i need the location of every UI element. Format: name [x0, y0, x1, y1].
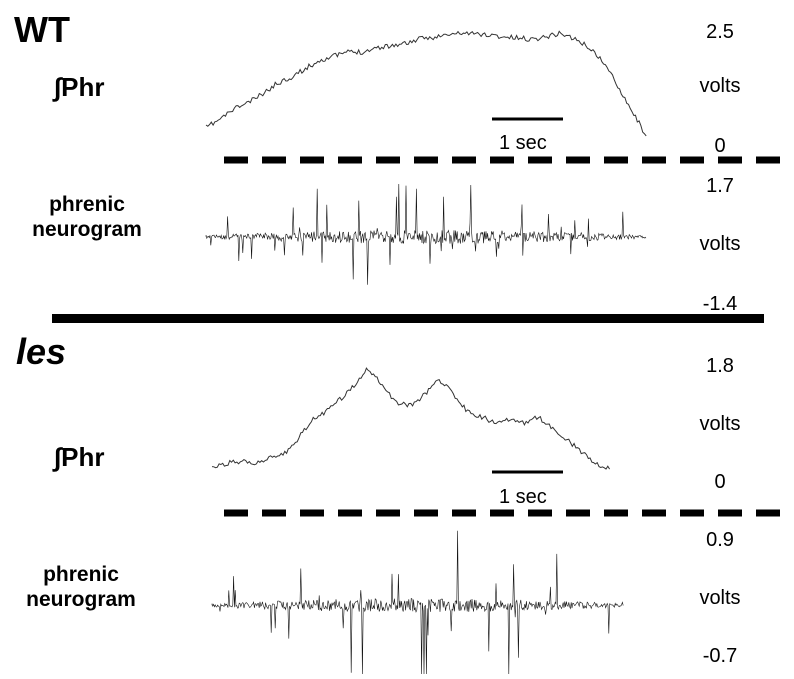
wt-integrated-label: ∫Phr: [54, 72, 105, 102]
wt-genotype-label: WT: [14, 9, 70, 50]
wt-integrated-axis-bottom: 0: [714, 135, 726, 157]
wt-neurogram-trace: [205, 183, 647, 285]
wt-neurogram-axis-top: 1.7: [706, 175, 734, 197]
les-genotype-label: les: [16, 331, 67, 372]
les-scale-bar-label: 1 sec: [499, 486, 547, 508]
wt-neurogram-axis-unit: volts: [699, 233, 741, 255]
les-integrated-axis-unit: volts: [699, 413, 741, 435]
wt-panel: [205, 30, 786, 285]
wt-neurogram-label-line2: neurogram: [32, 218, 142, 242]
les-neurogram-trace: [211, 530, 624, 675]
wt-integrated-axis-top: 2.5: [706, 21, 734, 43]
wt-neurogram-axis-bottom: -1.4: [702, 293, 738, 315]
wt-neurogram-label-line1: phrenic: [49, 193, 125, 216]
les-panel: [211, 367, 786, 675]
wt-integrated-axis-unit: volts: [699, 75, 741, 97]
wt-neurogram-label: phrenic neurogram: [12, 192, 162, 242]
wt-integrated-trace: [205, 30, 647, 137]
les-neurogram-label: phrenic neurogram: [6, 562, 156, 612]
wt-scale-bar-label: 1 sec: [499, 132, 547, 154]
les-neurogram-label-line2: neurogram: [26, 588, 136, 612]
les-neurogram-axis-top: 0.9: [706, 529, 734, 551]
les-integrated-trace: [211, 367, 611, 470]
les-integrated-axis-top: 1.8: [706, 355, 734, 377]
les-integrated-label: ∫Phr: [54, 442, 105, 472]
les-integrated-axis-bottom: 0: [714, 471, 726, 493]
panel-divider: [52, 314, 764, 323]
les-neurogram-axis-bottom: -0.7: [702, 645, 738, 667]
les-neurogram-label-line1: phrenic: [43, 563, 119, 586]
les-neurogram-axis-unit: volts: [699, 587, 741, 609]
